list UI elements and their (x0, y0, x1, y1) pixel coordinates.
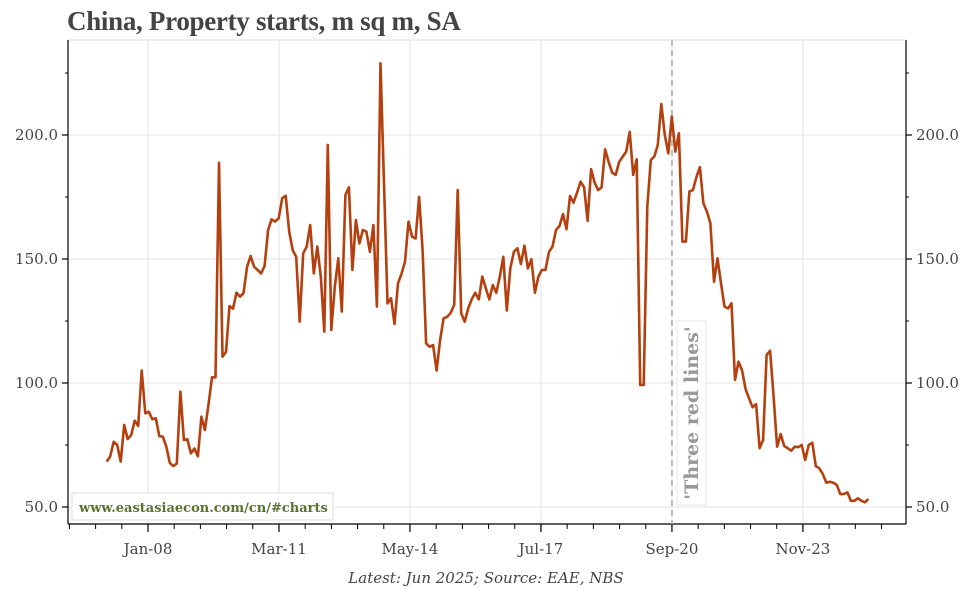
watermark-group: www.eastasiaecon.com/cn/#charts (71, 492, 334, 521)
source-note: Latest: Jun 2025; Source: EAE, NBS (347, 569, 623, 587)
y-tick-label-left: 50.0 (25, 498, 58, 516)
x-tick-label: Jan-08 (122, 540, 173, 558)
y-tick-label-right: 50.0 (916, 498, 949, 516)
y-tick-label-left: 150.0 (15, 250, 58, 268)
chart-title: China, Property starts, m sq m, SA (67, 6, 461, 36)
x-tick-label: Mar-11 (251, 540, 307, 558)
series-line-property-starts (105, 61, 870, 504)
annotation-group: 'Three red lines' (670, 40, 707, 524)
y-tick-label-right: 200.0 (916, 126, 959, 144)
y-tick-label-right: 100.0 (916, 374, 959, 392)
y-tick-label-left: 100.0 (15, 374, 58, 392)
x-tick-label: Sep-20 (645, 540, 698, 558)
x-tick-label: Jul-17 (517, 540, 564, 558)
y-tick-label-right: 150.0 (916, 250, 959, 268)
x-tick-label: Nov-23 (776, 540, 831, 558)
series-group (105, 61, 870, 504)
watermark-box (71, 492, 334, 521)
axes: 50.0 50.0 100.0 100.0 150.0 150.0 200.0 200.0 Ja… (15, 39, 959, 558)
annotation-label: 'Three red lines' (681, 326, 703, 499)
watermark: www.eastasiaecon.com/cn/#charts (78, 501, 328, 516)
annotation-box (676, 320, 707, 506)
x-tick-label: May-14 (382, 540, 439, 558)
y-tick-label-left: 200.0 (15, 126, 58, 144)
